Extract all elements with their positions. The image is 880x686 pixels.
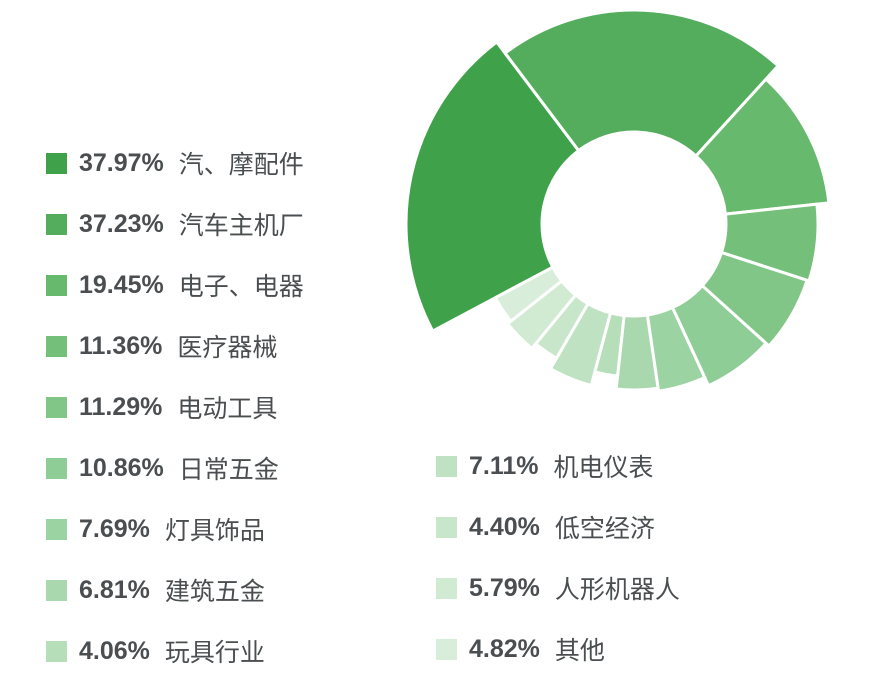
legend-swatch-icon [46, 640, 67, 662]
legend-swatch-icon [436, 638, 457, 660]
legend-percent: 37.23% [79, 209, 164, 238]
legend-item[interactable]: 4.06% 玩具行业 [46, 636, 304, 667]
pie-sector-1[interactable] [404, 40, 581, 333]
legend-percent: 7.11% [469, 451, 539, 480]
legend-item[interactable]: 5.79% 人形机器人 [436, 573, 680, 604]
legend-percent: 6.81% [79, 575, 150, 604]
legend-item[interactable]: 19.45% 电子、电器 [46, 270, 304, 301]
legend-item[interactable]: 7.69% 灯具饰品 [46, 514, 304, 545]
legend-percent: 4.82% [469, 634, 540, 663]
legend-swatch-icon [436, 577, 457, 599]
legend-percent: 5.79% [469, 573, 540, 602]
legend-label: 机电仪表 [553, 454, 654, 482]
legend-percent: 4.06% [79, 636, 150, 665]
legend-percent: 4.40% [469, 512, 540, 541]
legend-percent: 10.86% [79, 453, 164, 482]
legend-label: 医疗器械 [177, 334, 278, 362]
legend-percent: 19.45% [79, 270, 164, 299]
legend-label: 建筑五金 [164, 578, 265, 606]
legend-swatch-icon [46, 579, 67, 601]
legend-percent: 37.97% [79, 148, 164, 177]
legend-percent: 11.29% [79, 392, 163, 421]
legend-item[interactable]: 11.29% 电动工具 [46, 392, 304, 423]
legend-swatch-icon [46, 152, 67, 174]
legend-swatch-icon [46, 213, 67, 235]
legend-item[interactable]: 37.23% 汽车主机厂 [46, 209, 304, 240]
legend-swatch-icon [46, 518, 67, 540]
legend-right-column: 7.11% 机电仪表 4.40% 低空经济 5.79% 人形机器人 4.82% 其他 [436, 451, 680, 665]
legend-item[interactable]: 4.40% 低空经济 [436, 512, 680, 543]
legend-label: 灯具饰品 [164, 517, 265, 545]
legend-label: 日常五金 [178, 456, 279, 484]
legend-label: 电动工具 [177, 395, 278, 423]
legend-swatch-icon [46, 335, 67, 357]
legend-swatch-icon [46, 274, 67, 296]
legend-label: 其他 [554, 637, 605, 665]
legend-item[interactable]: 4.82% 其他 [436, 634, 680, 665]
legend-swatch-icon [46, 457, 67, 479]
legend-item[interactable]: 10.86% 日常五金 [46, 453, 304, 484]
legend-item[interactable]: 11.36% 医疗器械 [46, 331, 304, 362]
legend-left-column: 37.97% 汽、摩配件 37.23% 汽车主机厂 19.45% 电子、电器 11.36% 医… [46, 148, 304, 667]
pie-sector-4[interactable] [719, 202, 820, 283]
legend-item[interactable]: 7.11% 机电仪表 [436, 451, 680, 482]
pie-sector-5[interactable] [700, 250, 809, 348]
legend-item[interactable]: 37.97% 汽、摩配件 [46, 148, 304, 179]
pie-sector-3[interactable] [694, 77, 831, 216]
legend-label: 低空经济 [554, 515, 655, 543]
pie-sector-6[interactable] [671, 284, 768, 388]
legend-swatch-icon [46, 396, 67, 418]
legend-swatch-icon [436, 455, 457, 477]
legend-percent: 11.36% [79, 331, 163, 360]
legend-label: 玩具行业 [164, 639, 265, 667]
pie-sector-2[interactable] [503, 8, 780, 158]
legend-percent: 7.69% [79, 514, 150, 543]
legend-label: 汽、摩配件 [178, 151, 304, 179]
legend-label: 人形机器人 [554, 576, 680, 604]
legend-label: 电子、电器 [178, 273, 304, 301]
legend-label: 汽车主机厂 [178, 212, 304, 240]
legend-swatch-icon [436, 516, 457, 538]
legend-item[interactable]: 6.81% 建筑五金 [46, 575, 304, 606]
pie-sector-13[interactable] [493, 265, 564, 323]
